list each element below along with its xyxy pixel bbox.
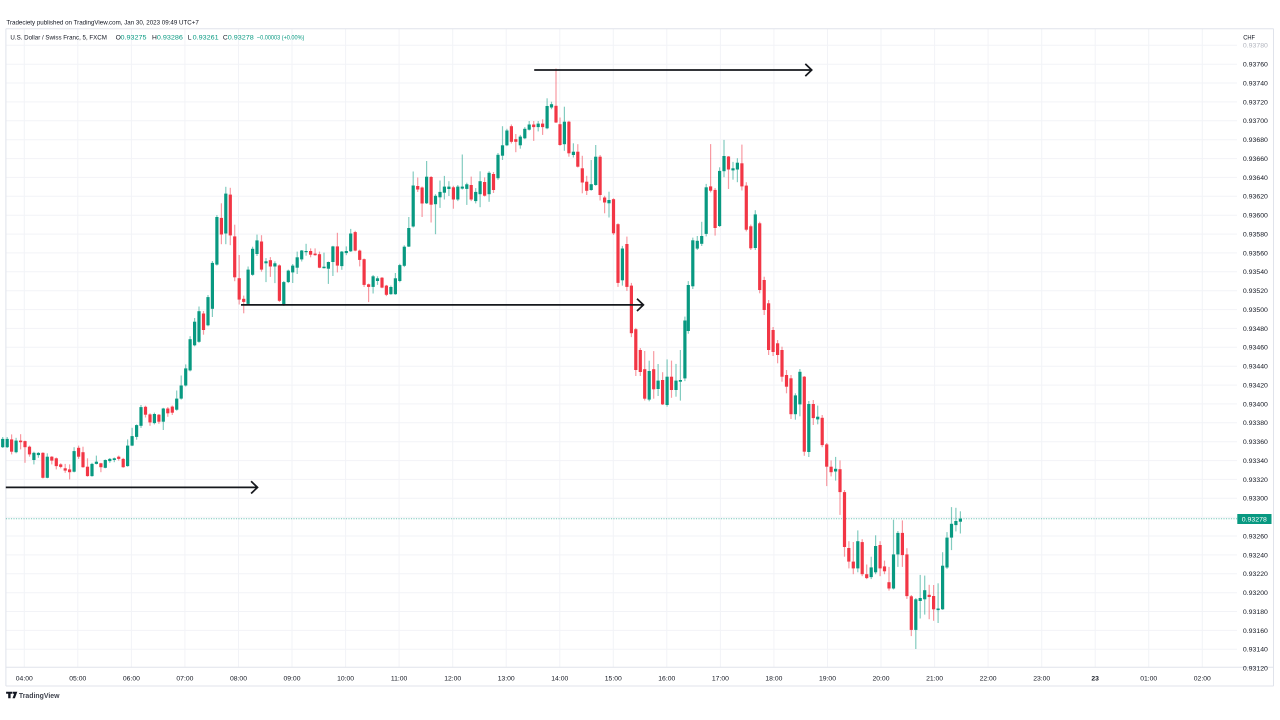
svg-text:0.93220: 0.93220 <box>1243 571 1268 578</box>
svg-text:0.93360: 0.93360 <box>1243 439 1268 446</box>
svg-text:0.93380: 0.93380 <box>1243 420 1268 427</box>
svg-text:23: 23 <box>1091 675 1099 682</box>
svg-text:0.93260: 0.93260 <box>1243 533 1268 540</box>
svg-text:0.93420: 0.93420 <box>1243 382 1268 389</box>
svg-text:16:00: 16:00 <box>658 675 675 682</box>
svg-text:0.93780: 0.93780 <box>1243 43 1268 50</box>
svg-text:0.93600: 0.93600 <box>1243 213 1268 220</box>
svg-text:0.93540: 0.93540 <box>1243 269 1268 276</box>
svg-text:−0.00003 (+0.00%): −0.00003 (+0.00%) <box>257 34 305 41</box>
svg-text:O: O <box>116 34 121 41</box>
svg-text:H: H <box>152 34 157 41</box>
svg-text:0.93620: 0.93620 <box>1243 194 1268 201</box>
svg-text:0.93200: 0.93200 <box>1243 590 1268 597</box>
svg-text:18:00: 18:00 <box>765 675 782 682</box>
svg-text:0.93720: 0.93720 <box>1243 99 1268 106</box>
svg-text:19:00: 19:00 <box>819 675 836 682</box>
svg-text:Tradeciety published on Tradin: Tradeciety published on TradingView.com,… <box>6 19 199 26</box>
svg-text:01:00: 01:00 <box>1140 675 1157 682</box>
svg-text:0.93680: 0.93680 <box>1243 137 1268 144</box>
svg-text:12:00: 12:00 <box>444 675 461 682</box>
svg-text:23:00: 23:00 <box>1033 675 1050 682</box>
svg-text:0.93340: 0.93340 <box>1243 458 1268 465</box>
svg-text:0.93278: 0.93278 <box>1242 517 1267 524</box>
svg-text:0.93278: 0.93278 <box>228 34 254 41</box>
svg-text:TradingView: TradingView <box>19 691 60 700</box>
svg-text:0.93160: 0.93160 <box>1243 628 1268 635</box>
svg-text:0.93286: 0.93286 <box>157 34 183 41</box>
svg-text:0.93700: 0.93700 <box>1243 118 1268 125</box>
svg-text:10:00: 10:00 <box>337 675 354 682</box>
svg-text:0.93240: 0.93240 <box>1243 552 1268 559</box>
svg-text:0.93275: 0.93275 <box>121 34 147 41</box>
svg-text:0.93140: 0.93140 <box>1243 647 1268 654</box>
svg-text:21:00: 21:00 <box>926 675 943 682</box>
svg-text:0.93740: 0.93740 <box>1243 81 1268 88</box>
svg-text:0.93640: 0.93640 <box>1243 175 1268 182</box>
svg-text:06:00: 06:00 <box>123 675 140 682</box>
svg-text:17:00: 17:00 <box>712 675 729 682</box>
svg-text:0.93580: 0.93580 <box>1243 232 1268 239</box>
svg-text:20:00: 20:00 <box>872 675 889 682</box>
svg-text:0.93480: 0.93480 <box>1243 326 1268 333</box>
svg-text:0.93440: 0.93440 <box>1243 364 1268 371</box>
svg-text:0.93460: 0.93460 <box>1243 345 1268 352</box>
svg-text:0.93320: 0.93320 <box>1243 477 1268 484</box>
svg-text:0.93120: 0.93120 <box>1243 666 1268 673</box>
svg-text:0.93300: 0.93300 <box>1243 496 1268 503</box>
svg-text:L: L <box>188 34 192 41</box>
svg-text:09:00: 09:00 <box>283 675 300 682</box>
svg-text:02:00: 02:00 <box>1194 675 1211 682</box>
svg-text:14:00: 14:00 <box>551 675 568 682</box>
svg-text:C: C <box>223 34 228 41</box>
svg-text:22:00: 22:00 <box>980 675 997 682</box>
svg-text:08:00: 08:00 <box>230 675 247 682</box>
svg-text:0.93400: 0.93400 <box>1243 401 1268 408</box>
svg-text:07:00: 07:00 <box>176 675 193 682</box>
svg-text:0.93660: 0.93660 <box>1243 156 1268 163</box>
svg-text:04:00: 04:00 <box>16 675 33 682</box>
svg-text:15:00: 15:00 <box>605 675 622 682</box>
svg-text:13:00: 13:00 <box>498 675 515 682</box>
svg-text:0.93180: 0.93180 <box>1243 609 1268 616</box>
svg-text:11:00: 11:00 <box>391 675 408 682</box>
svg-text:05:00: 05:00 <box>69 675 86 682</box>
svg-text:0.93261: 0.93261 <box>193 34 219 41</box>
svg-text:0.93500: 0.93500 <box>1243 307 1268 314</box>
svg-text:0.93520: 0.93520 <box>1243 288 1268 295</box>
svg-text:U.S. Dollar / Swiss Franc, 5,: U.S. Dollar / Swiss Franc, 5, FXCM <box>10 34 107 41</box>
svg-text:0.93560: 0.93560 <box>1243 250 1268 257</box>
svg-text:CHF: CHF <box>1243 34 1255 41</box>
svg-text:0.93760: 0.93760 <box>1243 62 1268 69</box>
